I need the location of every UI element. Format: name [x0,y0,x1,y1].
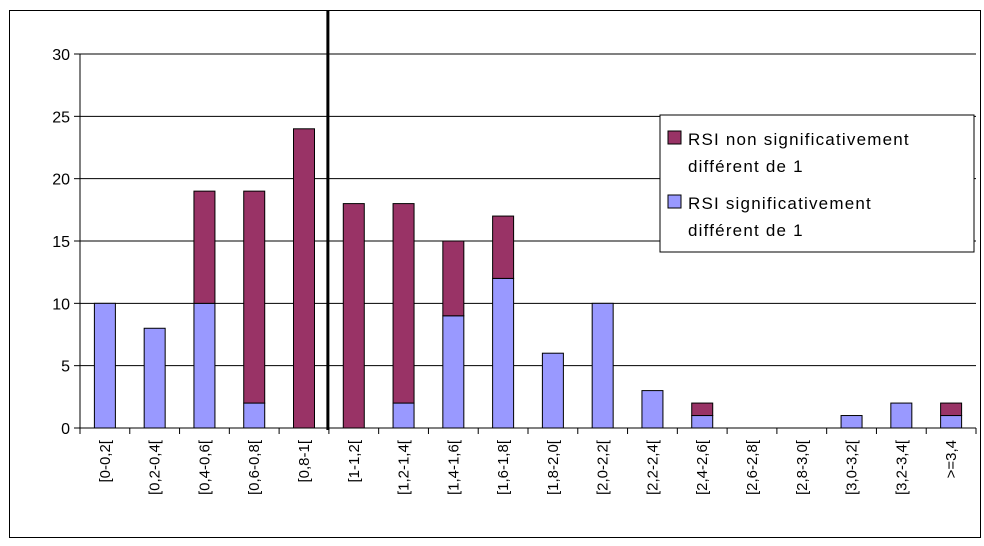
y-tick-label: 20 [52,172,70,189]
legend-swatch [667,194,682,209]
x-tick-label: [1,8-2,0[ [545,439,562,495]
x-tick-label: [0-0,2[ [97,439,114,482]
legend-label: différent de 1 [688,221,804,240]
bar-significant [243,402,266,429]
y-tick-label: 0 [61,421,70,438]
x-tick-label: [3,0-3,2[ [844,439,861,495]
x-tick-label: [0,8-1[ [296,439,313,482]
bar-significant [392,402,415,429]
bar-significant [591,302,614,429]
bar-non-significant [940,402,963,417]
bar-non-significant [392,203,415,404]
bar-significant [641,390,664,429]
x-tick-label: [1,2-1,4[ [396,439,413,495]
legend-label: différent de 1 [688,157,804,176]
x-tick-label: [2,4-2,6[ [694,439,711,495]
bar-non-significant [492,215,515,279]
legend-label: RSI significativement [688,194,872,213]
bar-non-significant [442,240,465,317]
x-tick-label: [3,2-3,4[ [893,439,910,495]
bar-significant [890,402,913,429]
bar-significant [492,277,515,429]
x-tick-label: [2,6-2,8[ [744,439,761,495]
x-tick-label: [0,2-0,4[ [147,439,164,495]
bar-non-significant [293,128,315,429]
y-tick-label: 25 [52,109,70,126]
x-tick-label: [2,8-3,0[ [794,439,811,495]
y-tick-label: 5 [61,359,70,376]
x-tick-label: [0,4-0,6[ [196,439,213,495]
x-tick-label: [0,6-0,8[ [246,439,263,495]
y-tick-label: 10 [52,296,70,313]
x-tick-label: [1-1,2[ [346,439,363,482]
legend-box [659,114,975,253]
x-tick-label: [1,4-1,6[ [445,439,462,495]
bar-significant [541,352,564,429]
bar-significant [691,415,714,429]
bar-significant [143,327,166,429]
bar-non-significant [342,203,365,429]
bar-non-significant [691,402,714,417]
x-tick-label: [1,6-1,8[ [495,439,512,495]
bar-non-significant [193,190,216,304]
bar-significant [940,415,963,429]
bar-non-significant [243,190,266,404]
x-tick-label: [2,2-2,4[ [644,439,661,495]
legend-label: RSI non significativement [688,130,910,149]
bar-significant [93,302,116,429]
bar-significant [442,315,465,429]
bar-significant [193,302,216,429]
bar-significant [840,415,863,429]
y-tick-label: 30 [52,47,70,64]
legend-swatch [667,130,682,145]
x-tick-label: [2,0-2,2[ [595,439,612,495]
x-tick-label: >=3,4 [943,440,960,478]
y-tick-label: 15 [52,234,70,251]
